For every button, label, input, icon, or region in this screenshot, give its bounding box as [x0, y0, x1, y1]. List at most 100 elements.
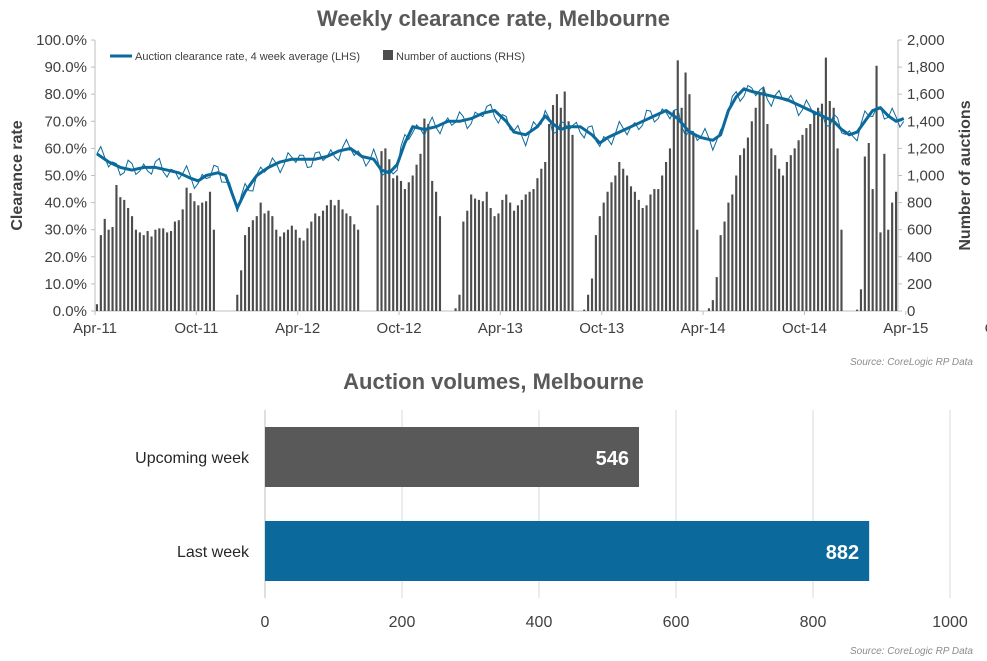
right-tick-label: 1,800	[907, 59, 945, 76]
auction-count-bar	[778, 168, 781, 311]
auction-count-bar	[162, 228, 165, 311]
legend-line-label: Auction clearance rate, 4 week average (…	[135, 51, 360, 63]
bottom-x-tick-label: 1000	[932, 614, 968, 631]
auction-count-bar	[532, 189, 535, 311]
auction-count-bar	[236, 294, 239, 311]
auction-count-bar	[653, 189, 656, 311]
auction-count-bar	[801, 134, 804, 311]
auction-count-bar	[867, 142, 870, 311]
auction-count-bar	[259, 202, 262, 311]
auction-count-bar	[306, 228, 309, 311]
auction-count-bar	[193, 201, 196, 311]
auction-count-bar	[684, 72, 687, 312]
auction-count-bar	[119, 197, 122, 311]
auction-count-bar	[524, 194, 527, 311]
auction-count-bar	[637, 199, 640, 311]
auction-count-bar	[454, 308, 457, 311]
auction-count-bar	[154, 229, 157, 311]
auction-count-bar	[166, 232, 169, 311]
auction-count-bar	[512, 210, 516, 311]
auction-count-bar	[785, 161, 788, 311]
auction-count-bar	[505, 194, 508, 311]
auction-count-bar	[813, 111, 816, 311]
auction-count-bar	[758, 94, 761, 311]
auction-count-bar	[298, 237, 301, 311]
right-tick-label: 1,200	[907, 140, 945, 157]
auction-count-bar	[731, 194, 734, 311]
auction-count-bar	[859, 289, 863, 311]
auction-count-bar	[629, 186, 633, 311]
auction-count-bar	[805, 128, 808, 311]
left-tick-label: 90.0%	[44, 59, 87, 76]
auction-count-bar	[528, 191, 531, 311]
auction-count-bar	[493, 216, 496, 311]
auction-count-bar	[255, 216, 258, 311]
right-tick-label: 800	[907, 195, 932, 212]
right-tick-label: 0	[907, 303, 915, 320]
auction-count-bar	[345, 213, 348, 311]
x-tick-label: Oct-11	[174, 320, 218, 337]
auction-count-bar	[341, 209, 344, 311]
auction-count-bar	[481, 201, 484, 311]
auction-count-bar	[855, 309, 859, 311]
right-tick-label: 1,400	[907, 113, 945, 130]
auction-count-bar	[688, 94, 691, 311]
auction-count-bar	[263, 213, 266, 311]
auction-count-bar	[123, 199, 126, 311]
bottom-x-tick-label: 600	[663, 614, 690, 631]
auction-count-bar	[271, 216, 274, 311]
auction-count-bar	[781, 175, 785, 311]
top-chart-title: Weekly clearance rate, Melbourne	[317, 6, 670, 31]
auction-count-bar	[388, 159, 391, 311]
auction-count-bar	[384, 148, 387, 311]
auction-count-bar	[333, 205, 336, 311]
auction-count-bar	[891, 202, 894, 311]
auction-count-bar	[240, 270, 243, 311]
auction-count-bar	[735, 175, 738, 311]
auction-count-bar	[766, 124, 769, 311]
auction-count-bar	[349, 216, 352, 311]
right-tick-label: 2,000	[907, 32, 945, 49]
left-tick-label: 70.0%	[44, 113, 87, 130]
auction-count-bar	[614, 175, 617, 311]
auction-count-bar	[314, 213, 317, 311]
auction-count-bar	[275, 229, 278, 311]
auction-count-bar	[396, 175, 399, 311]
clearance-rate-avg-line	[96, 87, 905, 210]
auction-count-bar	[282, 232, 286, 311]
auction-count-bar	[680, 107, 683, 311]
auction-count-bar	[696, 229, 699, 311]
auction-count-bar	[723, 221, 726, 311]
auction-count-bar	[115, 184, 118, 311]
auction-count-bar	[633, 191, 636, 311]
auction-count-bar	[103, 218, 106, 311]
x-tick-label: Oct-12	[377, 320, 422, 337]
auction-count-bar	[590, 278, 594, 311]
auction-count-bar	[294, 229, 297, 311]
auction-count-bar	[290, 225, 293, 311]
auction-count-bar	[325, 205, 329, 311]
auction-count-bar	[310, 221, 313, 311]
auction-count-bar	[824, 57, 827, 311]
auction-count-bar	[657, 189, 660, 311]
auction-count-bar	[618, 161, 621, 311]
auction-count-bar	[875, 65, 878, 312]
auction-count-bar	[622, 168, 625, 311]
auction-count-bar	[509, 202, 512, 311]
auction-count-bar	[746, 137, 749, 311]
bottom-x-tick-label: 200	[389, 614, 416, 631]
left-tick-label: 100.0%	[36, 32, 87, 49]
auction-count-bar	[548, 124, 551, 311]
auction-count-bar	[423, 118, 426, 311]
auction-count-bar	[774, 155, 777, 311]
auction-count-bar	[501, 199, 504, 311]
auction-count-bar	[431, 180, 434, 311]
left-tick-label: 50.0%	[44, 168, 87, 185]
auction-count-bar	[536, 178, 539, 311]
auction-count-bar	[286, 229, 290, 311]
auction-count-bar	[134, 229, 138, 311]
auction-count-bar	[645, 205, 648, 311]
left-tick-label: 80.0%	[44, 86, 87, 103]
auction-count-bar	[871, 189, 874, 311]
